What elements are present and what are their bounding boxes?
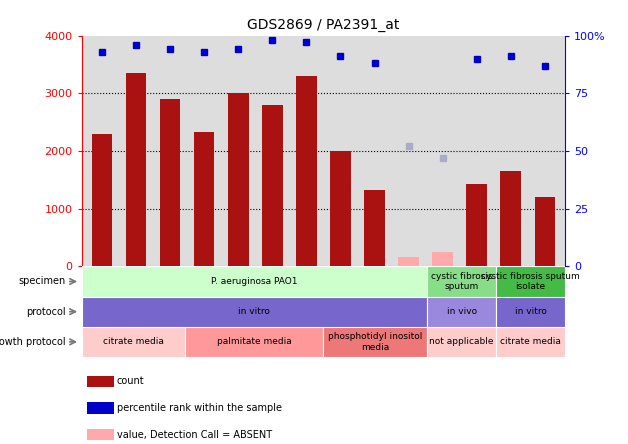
Bar bbox=[467, 184, 487, 266]
Bar bbox=[427, 266, 496, 297]
Bar bbox=[433, 252, 453, 266]
Text: not applicable: not applicable bbox=[430, 337, 494, 346]
Bar bbox=[82, 266, 427, 297]
Text: citrate media: citrate media bbox=[103, 337, 164, 346]
Text: palmitate media: palmitate media bbox=[217, 337, 292, 346]
Bar bbox=[126, 73, 146, 266]
Bar bbox=[496, 266, 565, 297]
Bar bbox=[534, 197, 555, 266]
Bar bbox=[501, 171, 521, 266]
Text: count: count bbox=[117, 377, 144, 386]
Bar bbox=[330, 151, 350, 266]
Text: value, Detection Call = ABSENT: value, Detection Call = ABSENT bbox=[117, 430, 272, 440]
Bar bbox=[87, 429, 114, 440]
Text: cystic fibrosis
sputum: cystic fibrosis sputum bbox=[431, 272, 492, 291]
Bar bbox=[427, 297, 496, 327]
Bar bbox=[262, 105, 283, 266]
Text: protocol: protocol bbox=[26, 307, 65, 317]
Bar bbox=[185, 327, 323, 357]
Bar bbox=[82, 297, 427, 327]
Text: in vitro: in vitro bbox=[239, 307, 270, 316]
Text: percentile rank within the sample: percentile rank within the sample bbox=[117, 403, 282, 413]
Bar bbox=[82, 327, 185, 357]
Bar bbox=[92, 134, 112, 266]
Text: specimen: specimen bbox=[18, 277, 65, 286]
Text: cystic fibrosis sputum
isolate: cystic fibrosis sputum isolate bbox=[481, 272, 580, 291]
Bar bbox=[87, 403, 114, 414]
Bar bbox=[427, 327, 496, 357]
Bar bbox=[87, 376, 114, 387]
Bar bbox=[398, 257, 419, 266]
Bar bbox=[160, 99, 180, 266]
Bar bbox=[496, 297, 565, 327]
Bar bbox=[228, 93, 249, 266]
Bar bbox=[364, 190, 385, 266]
Text: P. aeruginosa PAO1: P. aeruginosa PAO1 bbox=[211, 277, 298, 286]
Title: GDS2869 / PA2391_at: GDS2869 / PA2391_at bbox=[247, 18, 399, 32]
Text: in vivo: in vivo bbox=[447, 307, 477, 316]
Text: citrate media: citrate media bbox=[501, 337, 561, 346]
Text: phosphotidyl inositol
media: phosphotidyl inositol media bbox=[328, 332, 423, 352]
Bar bbox=[323, 327, 427, 357]
Bar bbox=[496, 327, 565, 357]
Text: growth protocol: growth protocol bbox=[0, 337, 65, 347]
Text: in vitro: in vitro bbox=[515, 307, 546, 316]
Bar bbox=[296, 76, 317, 266]
Bar bbox=[194, 132, 214, 266]
